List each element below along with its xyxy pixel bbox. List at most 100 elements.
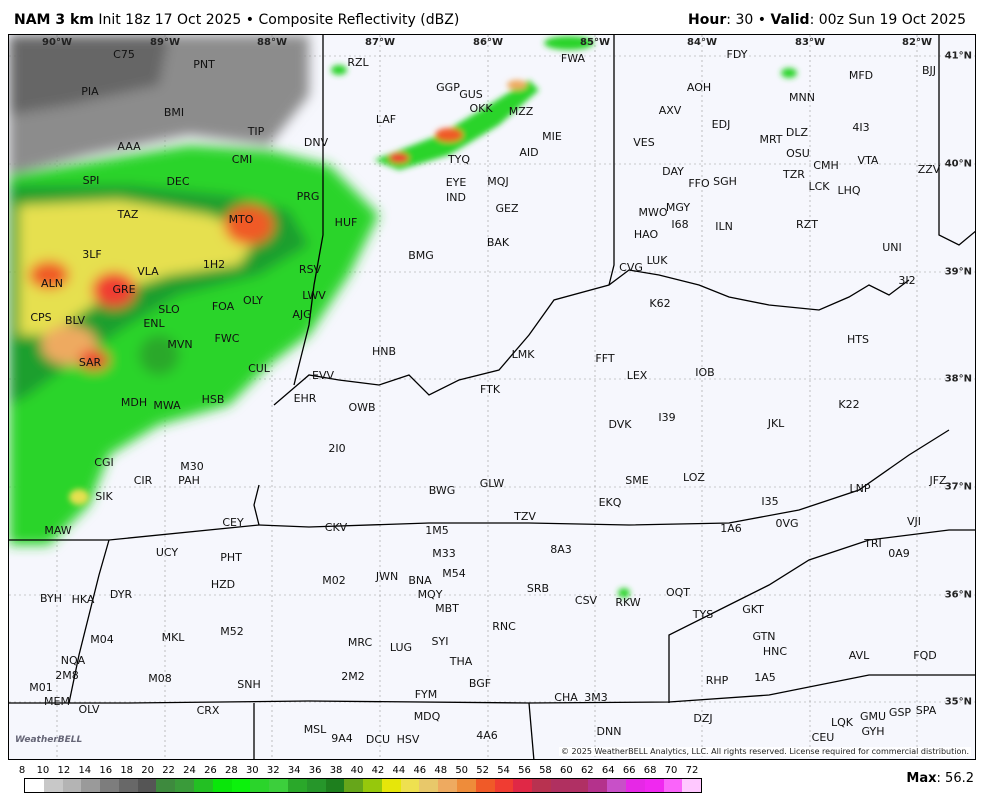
latitude-label: 35°N	[944, 696, 972, 708]
station-label: MSL	[303, 723, 327, 736]
colorbar-swatch	[269, 779, 288, 792]
station-label: TYQ	[447, 153, 471, 166]
station-label: FYM	[414, 688, 438, 701]
colorbar-tick-label: 66	[622, 765, 636, 776]
reflectivity-map[interactable]: 90°W 89°W 88°W 87°W 86°W 85°W 84°W 83°W 82°W 41°…	[8, 34, 976, 760]
colorbar-swatch	[175, 779, 195, 792]
station-label: 2I0	[328, 442, 346, 455]
station-label: MNN	[789, 91, 815, 104]
station-label: GUS	[459, 88, 483, 101]
colorbar-tick-label: 24	[183, 765, 196, 776]
station-label: MIE	[542, 130, 562, 143]
station-label: EKQ	[598, 496, 622, 509]
station-label: MGY	[665, 201, 691, 214]
station-label: MEM	[44, 695, 70, 708]
station-label: MKL	[161, 631, 185, 644]
station-label: VES	[633, 136, 655, 149]
station-label: CPS	[30, 311, 52, 324]
colorbar-swatch	[231, 779, 251, 792]
station-label: DZJ	[693, 712, 713, 725]
longitude-label: 90°W	[42, 37, 72, 48]
station-label: 9A4	[331, 732, 353, 745]
colorbar-swatch	[81, 779, 101, 792]
station-label: ILN	[715, 220, 733, 233]
station-label: 3LF	[82, 248, 102, 261]
station-label: MRC	[347, 636, 373, 649]
station-label: K62	[649, 297, 671, 310]
weatherbell-logo: WeatherBELL	[15, 735, 83, 745]
station-label: M04	[90, 633, 114, 646]
colorbar-swatch	[419, 779, 439, 792]
colorbar-tick-label: 68	[643, 765, 657, 776]
colorbar-tick-label: 50	[455, 765, 469, 776]
station-label: JFZ	[929, 474, 947, 487]
station-label: CKV	[324, 521, 348, 534]
station-label: MDH	[120, 396, 148, 409]
colorbar-swatch	[43, 779, 63, 792]
colorbar-swatch	[513, 779, 533, 792]
station-label: SGH	[713, 175, 737, 188]
init-time: Init 18z 17 Oct 2025	[98, 12, 242, 28]
station-label: BNA	[408, 574, 432, 587]
station-label: OWB	[348, 401, 376, 414]
station-label: MWA	[153, 399, 181, 412]
station-label: RHP	[705, 674, 729, 687]
station-label: LNP	[849, 482, 871, 495]
colorbar-tick-label: 56	[518, 765, 531, 776]
station-label: 8A3	[550, 543, 572, 556]
station-label: PNT	[193, 58, 215, 71]
station-label: BLV	[65, 314, 85, 327]
station-label: JKL	[767, 417, 785, 430]
latitude-label: 36°N	[944, 589, 972, 601]
station-label: M54	[442, 567, 466, 580]
colorbar-tick-label: 44	[392, 765, 406, 776]
colorbar-swatch	[569, 779, 589, 792]
station-label: SNH	[237, 678, 261, 691]
station-label: LWV	[302, 289, 326, 302]
colorbar-swatch	[306, 779, 326, 792]
station-label: IOB	[695, 366, 715, 379]
station-label: M01	[29, 681, 53, 694]
station-label: SYI	[431, 635, 449, 648]
station-label: OSU	[786, 147, 810, 160]
station-label: HUF	[334, 216, 358, 229]
colorbar-tick-label: 8	[18, 765, 26, 776]
colorbar-swatch	[344, 779, 364, 792]
model-name: NAM 3 km	[14, 12, 94, 28]
max-value: 56.2	[945, 771, 974, 786]
colorbar-swatch	[682, 779, 702, 792]
station-label: BYH	[40, 592, 62, 605]
colorbar-swatch	[250, 779, 270, 792]
map-layers	[9, 35, 975, 759]
station-label: MWO	[638, 206, 668, 219]
station-label: HZD	[210, 578, 236, 591]
station-label: I39	[658, 411, 676, 424]
colorbar-tick-label: 30	[245, 765, 259, 776]
station-label: 1A6	[720, 522, 742, 535]
station-label: LQK	[831, 716, 853, 729]
station-label: FFO	[688, 177, 710, 190]
colorbar-swatch	[532, 779, 551, 792]
colorbar-swatch	[325, 779, 345, 792]
station-label: 2M8	[55, 669, 79, 682]
station-label: MAW	[44, 524, 72, 537]
station-label: C75	[113, 48, 135, 61]
station-label: SLO	[158, 303, 180, 316]
longitude-label: 89°W	[150, 37, 180, 48]
station-label: I68	[671, 218, 689, 231]
colorbar-tick-label: 12	[57, 765, 71, 776]
station-label: FDY	[726, 48, 748, 61]
station-label: DNN	[596, 725, 622, 738]
station-label: FOA	[211, 300, 235, 313]
station-label: GTN	[752, 630, 776, 643]
colorbar-swatch	[381, 779, 401, 792]
station-label: SAR	[78, 356, 102, 369]
station-label: AJG	[292, 308, 312, 321]
station-label: PHT	[220, 551, 242, 564]
station-label: RZT	[796, 218, 818, 231]
longitude-label: 87°W	[365, 37, 395, 48]
station-label: CSV	[574, 594, 598, 607]
station-label: DLZ	[785, 126, 809, 139]
station-label: CIR	[133, 474, 153, 487]
